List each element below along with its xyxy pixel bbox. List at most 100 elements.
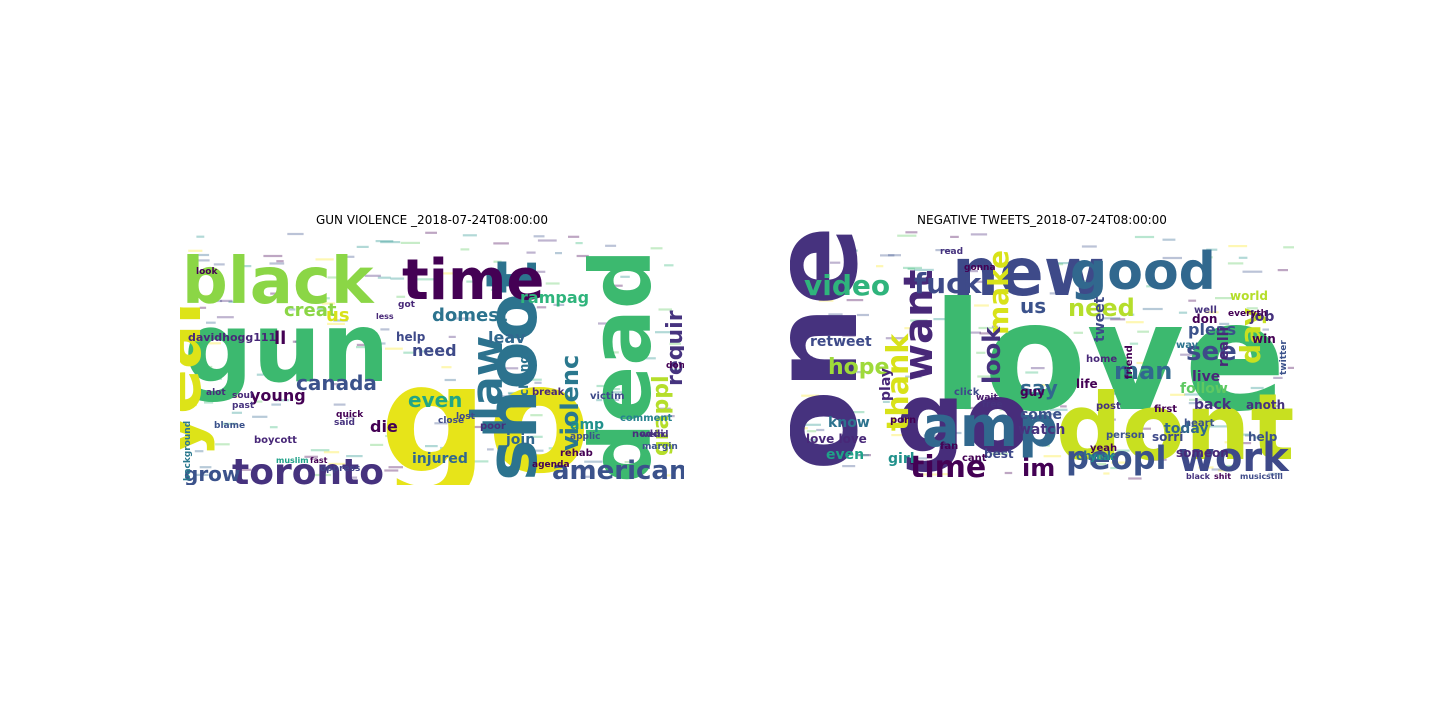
wordcloud-filler xyxy=(545,282,560,285)
wordcloud-filler xyxy=(1011,277,1024,281)
wordcloud-filler xyxy=(534,381,542,384)
cloud-word: comment xyxy=(620,413,673,424)
wordcloud-filler xyxy=(620,275,630,278)
wordcloud-filler xyxy=(560,406,577,409)
cloud-word: friend xyxy=(1124,345,1135,379)
cloud-word: injured xyxy=(412,451,468,467)
wordcloud-filler xyxy=(1136,361,1150,365)
cloud-word: join xyxy=(505,432,535,448)
wordcloud-filler xyxy=(1041,444,1050,447)
cloud-word: say xyxy=(1020,376,1058,400)
wordcloud-filler xyxy=(517,394,537,398)
wordcloud-filler xyxy=(1192,386,1210,389)
wordcloud-filler xyxy=(1128,477,1142,480)
cloud-word: look xyxy=(196,267,218,277)
cloud-word: leav xyxy=(488,328,526,347)
cloud-word: look xyxy=(978,326,1006,384)
wordcloud-filler xyxy=(1268,472,1282,475)
cloud-word: one xyxy=(790,231,884,471)
cloud-word: realli xyxy=(1216,327,1232,367)
wordcloud-filler xyxy=(923,434,941,437)
wordcloud-filler xyxy=(195,473,209,476)
wordcloud-filler xyxy=(1142,307,1163,311)
wordcloud-filler xyxy=(935,249,952,252)
cloud-word: live xyxy=(1192,369,1220,385)
cloud-word: everyth xyxy=(1228,309,1267,319)
wordcloud-filler xyxy=(1254,316,1267,319)
cloud-word: dead xyxy=(572,249,670,483)
wordcloud-filler xyxy=(885,337,904,340)
wordcloud-filler xyxy=(1018,395,1037,398)
wordcloud-filler xyxy=(507,391,527,395)
wordcloud-filler xyxy=(605,244,617,247)
cloud-word: know xyxy=(828,415,870,431)
cloud-word: time xyxy=(910,450,986,485)
wordcloud-filler xyxy=(914,268,934,271)
wordcloud-filler xyxy=(598,322,611,325)
wordcloud-filler xyxy=(344,255,355,258)
wordcloud-filler xyxy=(1170,393,1186,396)
wordcloud-filler xyxy=(289,308,296,311)
cloud-word: today xyxy=(1164,421,1208,437)
cloud-word: play xyxy=(878,368,894,401)
wordcloud-filler xyxy=(400,241,420,244)
wordcloud-filler xyxy=(1125,321,1144,324)
wordcloud-filler xyxy=(1146,285,1165,288)
wordcloud-filler xyxy=(388,466,403,469)
wordcloud-filler xyxy=(200,330,212,333)
wordcloud-filler xyxy=(204,401,214,404)
cloud-word: back xyxy=(1194,397,1232,413)
wordcloud-filler xyxy=(559,419,571,422)
wordcloud-filler xyxy=(856,454,871,457)
wordcloud-filler xyxy=(608,398,620,401)
cloud-word: fan xyxy=(940,441,958,452)
cloud-word: way xyxy=(1176,340,1199,351)
cloud-word: less xyxy=(376,312,394,321)
wordcloud-filler xyxy=(610,351,619,354)
cloud-word: need xyxy=(1068,294,1135,322)
cloud-word: done xyxy=(666,361,684,371)
wordcloud-filler xyxy=(1015,419,1032,422)
cloud-word: quick xyxy=(336,410,364,420)
wordcloud-filler xyxy=(1111,461,1131,464)
cloud-word: poor xyxy=(480,421,506,432)
wordcloud-filler xyxy=(797,438,816,442)
wordcloud-filler xyxy=(269,426,278,429)
wordcloud-filler xyxy=(1129,342,1139,345)
wordcloud-filler xyxy=(816,428,825,432)
wordcloud-filler xyxy=(1227,262,1244,265)
wordcloud-filler xyxy=(221,422,237,425)
cloud-word: noddi xyxy=(632,429,664,440)
wordcloud-filler xyxy=(533,235,545,238)
wordcloud-filler xyxy=(216,316,234,319)
cloud-word: girl xyxy=(888,451,915,467)
cloud-word: see xyxy=(1186,337,1237,367)
cloud-word: thank xyxy=(881,333,916,431)
wordcloud-filler xyxy=(934,417,950,420)
wordcloud-filler xyxy=(316,307,326,311)
cloud-word: help xyxy=(396,330,426,344)
wordcloud-filler xyxy=(196,235,205,238)
wordcloud-filler xyxy=(1241,442,1252,445)
wordcloud-filler xyxy=(937,473,950,476)
wordcloud-filler xyxy=(385,434,392,438)
wordcloud-filler xyxy=(279,279,285,282)
wordcloud-filler xyxy=(918,457,927,460)
wordcloud-filler xyxy=(979,332,993,335)
wordcloud-filler xyxy=(1242,270,1263,273)
wordcloud-filler xyxy=(495,380,515,383)
wordcloud-filler xyxy=(194,450,204,453)
cloud-word: want xyxy=(896,269,942,381)
wordcloud-filler xyxy=(801,394,819,397)
cloud-word: fuck xyxy=(914,267,983,300)
cloud-word: canada xyxy=(296,371,377,395)
wordcloud-filler xyxy=(213,263,225,266)
cloud-word: porn xyxy=(890,415,916,426)
cloud-word: come xyxy=(1020,407,1062,423)
wordcloud-panel-negative-tweets: NEGATIVE TWEETS_2018-07-24T08:00:00 love… xyxy=(790,213,1294,485)
wordcloud-filler xyxy=(498,367,519,370)
wordcloud-filler xyxy=(974,304,989,307)
wordcloud-filler xyxy=(1030,367,1045,370)
